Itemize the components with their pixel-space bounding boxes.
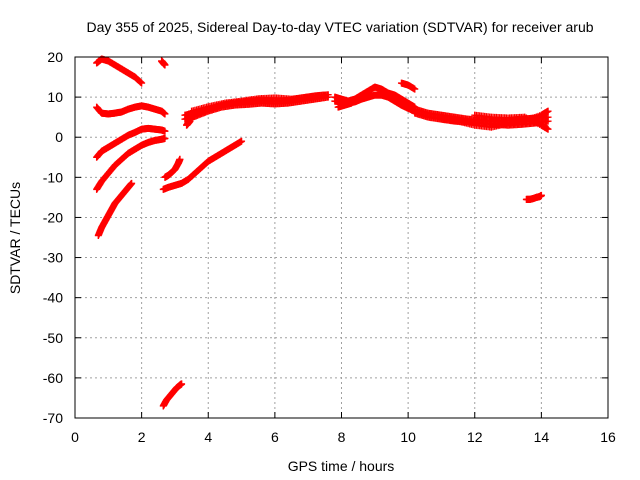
tick-layer: 0 2 4 6 8 10 12 14 16 -70 -60 -50 -40 -30 -20 -10 0 10 20: [43, 49, 616, 445]
series-arc-15: [331, 91, 419, 115]
series-arc-16: [334, 99, 355, 111]
data-point: [176, 155, 184, 163]
data-point: [544, 117, 552, 125]
y-tick-label: -30: [43, 250, 63, 266]
chart-title: Day 355 of 2025, Sidereal Day-to-day VTE…: [86, 19, 593, 35]
x-tick-label: 2: [138, 429, 146, 445]
data-point: [128, 179, 136, 187]
y-tick-label: -20: [43, 209, 63, 225]
x-tick-label: 14: [534, 429, 550, 445]
x-tick-label: 10: [400, 429, 416, 445]
series-layer: [93, 55, 552, 410]
y-tick-label: -50: [43, 330, 63, 346]
x-tick-label: 16: [600, 429, 616, 445]
series-arc-12: [188, 91, 329, 115]
x-axis-label: GPS time / hours: [288, 458, 395, 474]
data-point: [161, 61, 169, 69]
data-point: [238, 137, 246, 145]
data-point: [186, 117, 194, 125]
series-arc-22: [522, 191, 545, 203]
series-arc-1: [93, 55, 146, 87]
series-arc-3: [93, 124, 169, 161]
series-arc-17: [397, 79, 419, 93]
y-tick-label: -40: [43, 290, 63, 306]
series-arc-21: [471, 111, 552, 133]
data-point: [178, 380, 186, 388]
y-tick-label: -10: [43, 169, 63, 185]
data-point: [347, 99, 355, 107]
x-tick-label: 6: [271, 429, 279, 445]
y-tick-label: 10: [47, 89, 63, 105]
y-tick-label: 0: [55, 129, 63, 145]
y-tick-label: -60: [43, 370, 63, 386]
y-axis-label: SDTVAR / TECUs: [7, 182, 23, 294]
data-point: [544, 125, 552, 133]
series-arc-20: [437, 107, 552, 131]
y-tick-label: -70: [43, 410, 63, 426]
series-arc-9: [159, 380, 186, 410]
series-arc-4: [93, 134, 169, 193]
data-point: [161, 134, 169, 142]
data-point: [161, 127, 169, 135]
series-arc-8: [159, 137, 246, 193]
data-point: [544, 107, 552, 115]
x-tick-label: 8: [338, 429, 346, 445]
x-tick-label: 4: [204, 429, 212, 445]
data-point: [537, 191, 545, 199]
x-tick-label: 0: [71, 429, 79, 445]
series-arc-2: [93, 102, 169, 118]
x-tick-label: 12: [467, 429, 483, 445]
series-arc-13: [183, 117, 194, 129]
data-point: [411, 85, 419, 93]
series-arc-6: [158, 57, 169, 69]
series-arc-5: [94, 179, 136, 239]
data-point: [321, 91, 329, 99]
y-tick-label: 20: [47, 49, 63, 65]
series-arc-7: [161, 155, 184, 181]
data-point: [161, 110, 169, 118]
data-point: [138, 79, 146, 87]
